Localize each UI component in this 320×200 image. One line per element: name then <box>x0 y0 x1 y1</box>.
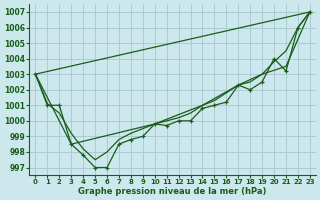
X-axis label: Graphe pression niveau de la mer (hPa): Graphe pression niveau de la mer (hPa) <box>78 187 267 196</box>
